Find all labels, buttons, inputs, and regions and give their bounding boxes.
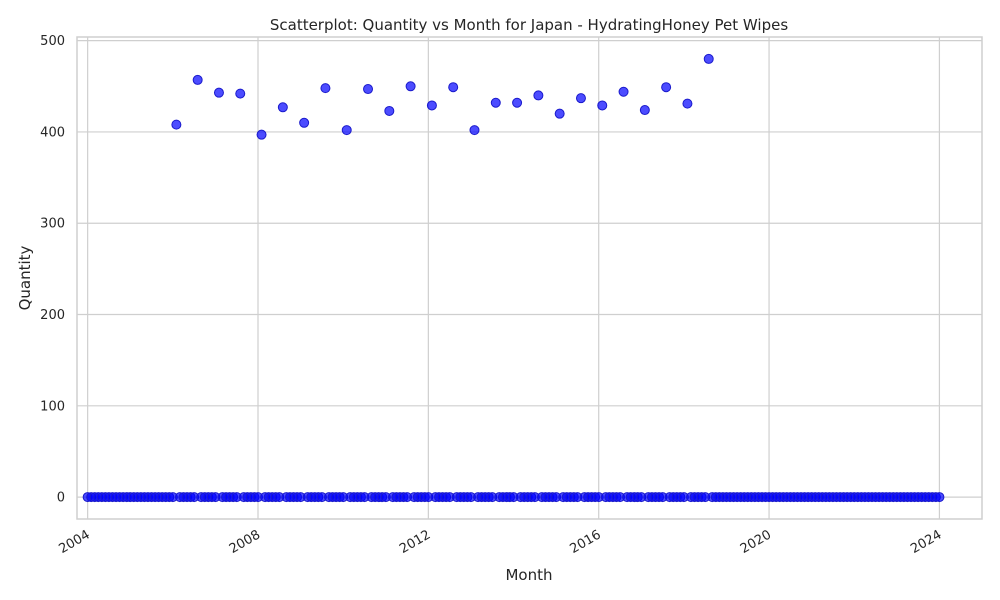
x-tick-label: 2020 xyxy=(738,527,774,557)
data-point xyxy=(703,53,714,64)
data-point xyxy=(533,90,544,101)
data-point xyxy=(426,100,437,111)
data-point xyxy=(661,82,672,93)
y-axis-label: Quantity xyxy=(16,245,34,310)
x-tick-label: 2024 xyxy=(908,527,944,557)
data-point xyxy=(554,108,565,119)
data-point xyxy=(171,119,182,130)
x-tick-label: 2012 xyxy=(397,527,433,557)
data-point xyxy=(469,125,480,136)
data-point xyxy=(575,93,586,104)
x-axis-label: Month xyxy=(505,566,552,584)
data-point xyxy=(934,492,945,503)
tick-labels: 2004 2008 2012 2016 2020 2024 0 100 200 300 400 500 xyxy=(40,34,944,557)
y-tick-label: 300 xyxy=(40,217,65,232)
data-point xyxy=(597,100,608,111)
x-tick-label: 2008 xyxy=(227,527,263,557)
data-point xyxy=(490,97,501,108)
data-point xyxy=(448,82,459,93)
data-point xyxy=(299,117,310,128)
data-point xyxy=(277,102,288,113)
plot-frame xyxy=(76,36,983,520)
data-point xyxy=(405,81,416,92)
data-point xyxy=(384,105,395,116)
data-point xyxy=(618,86,629,97)
data-point xyxy=(235,88,246,99)
y-tick-label: 0 xyxy=(57,491,65,506)
data-point xyxy=(682,98,693,109)
grid xyxy=(77,37,982,519)
x-tick-label: 2004 xyxy=(56,527,92,557)
data-point xyxy=(192,74,203,85)
data-point xyxy=(341,125,352,136)
data-point xyxy=(256,129,267,140)
data-point xyxy=(320,83,331,94)
chart-title: Scatterplot: Quantity vs Month for Japan… xyxy=(270,16,788,34)
y-tick-label: 500 xyxy=(40,34,65,49)
y-tick-label: 400 xyxy=(40,125,65,140)
x-tick-label: 2016 xyxy=(568,527,604,557)
data-point xyxy=(363,84,374,95)
data-point xyxy=(213,87,224,98)
data-point xyxy=(639,105,650,116)
y-tick-label: 100 xyxy=(40,399,65,414)
y-tick-label: 200 xyxy=(40,308,65,323)
data-point xyxy=(512,97,523,108)
data-points xyxy=(82,53,945,503)
